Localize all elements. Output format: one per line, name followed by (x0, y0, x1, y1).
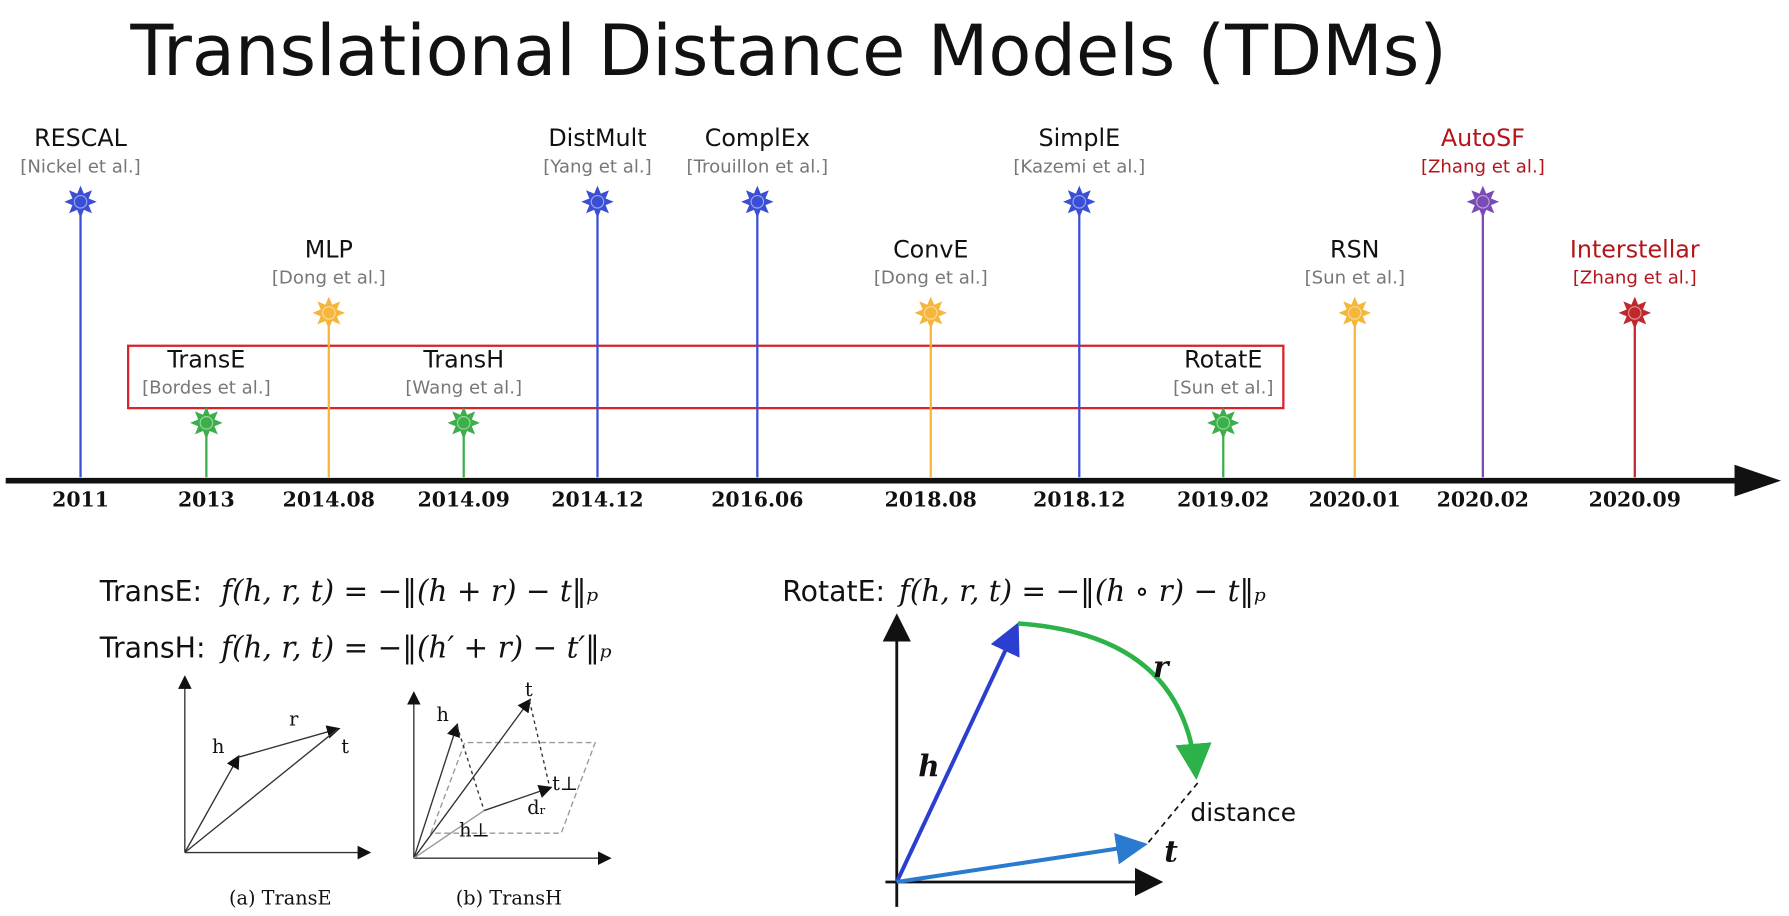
event-date: 2018.08 (885, 488, 977, 512)
event-date: 2011 (52, 488, 109, 512)
event-name: DistMult (548, 124, 646, 152)
formula-label: TransH: (99, 632, 206, 665)
event-name: SimplE (1038, 124, 1120, 152)
event-date: 2013 (178, 488, 235, 512)
event-date: 2020.01 (1309, 488, 1401, 512)
formula-label: TransE: (99, 575, 202, 608)
highlight-box (127, 344, 1285, 410)
event-star-core (1476, 194, 1490, 209)
label: distance (1190, 798, 1296, 827)
formula: f(h, r, t) = −‖(h ∘ r) − t‖ₚ (897, 574, 1266, 608)
event-citation: [Sun et al.] (1173, 377, 1273, 398)
event-date: 2019.02 (1177, 488, 1269, 512)
event-citation: [Zhang et al.] (1421, 156, 1545, 177)
event-date: 2020.09 (1589, 488, 1681, 512)
event-citation: [Nickel et al.] (20, 156, 140, 177)
event-citation: [Bordes et al.] (142, 377, 271, 398)
event-star-core (456, 416, 471, 430)
event-star-core (1072, 194, 1087, 209)
label: t (341, 735, 349, 758)
formula: f(h, r, t) = −‖(h′ + r) − t′‖ₚ (219, 631, 612, 665)
event-citation: [Sun et al.] (1305, 267, 1405, 288)
event-name: RotatE (1184, 345, 1262, 373)
event-date: 2020.02 (1437, 488, 1529, 512)
event-star-core (1627, 306, 1642, 320)
label: r (1153, 649, 1171, 684)
event-name: RESCAL (34, 124, 128, 152)
event-name: AutoSF (1441, 124, 1525, 152)
event-star-core (322, 306, 336, 320)
label: h (212, 735, 224, 758)
event-name: ComplEx (705, 124, 810, 152)
transe-diagram: h r t (a) TransE (178, 675, 372, 910)
event-date: 2014.12 (551, 488, 643, 512)
event-star-core (923, 306, 938, 320)
event-citation: [Dong et al.] (272, 267, 386, 288)
formula: f(h, r, t) = −‖(h + r) − t‖ₚ (219, 574, 598, 608)
event-citation: [Zhang et al.] (1573, 267, 1697, 288)
event-star-core (1347, 306, 1362, 320)
event-citation: [Kazemi et al.] (1013, 156, 1145, 177)
label: dᵣ (527, 796, 546, 819)
event-date: 2014.08 (283, 488, 375, 512)
event-citation: [Dong et al.] (874, 267, 988, 288)
event-star-core (73, 194, 88, 209)
caption: (b) TransH (456, 887, 562, 910)
formulas: TransE: f(h, r, t) = −‖(h + r) − t‖ₚ Tra… (99, 574, 1266, 665)
event-name: MLP (305, 235, 353, 263)
label: t⊥ (552, 772, 578, 795)
axis-arrow (1734, 464, 1782, 497)
slide-title: Translational Distance Models (TDMs) (129, 10, 1446, 92)
event-name: TransE (166, 345, 245, 373)
label: r (289, 708, 299, 731)
event-name: ConvE (893, 235, 968, 263)
rotate-diagram: h r t distance (882, 613, 1296, 907)
event-citation: [Wang et al.] (405, 377, 522, 398)
event-citation: [Yang et al.] (543, 156, 652, 177)
event-star-core (590, 194, 605, 209)
event-date: 2014.09 (418, 488, 510, 512)
timeline: RESCAL [Nickel et al.] 2011 TransE [Bordes e… (5, 124, 1782, 512)
event-star-core (750, 194, 765, 209)
label: h (437, 703, 449, 726)
formula-label: RotatE: (782, 575, 885, 608)
event-name: Interstellar (1570, 235, 1700, 263)
event-citation: [Trouillon et al.] (687, 156, 829, 177)
caption: (a) TransE (229, 887, 332, 910)
event-name: RSN (1330, 235, 1379, 263)
label: t (525, 678, 533, 701)
label: t (1164, 834, 1178, 869)
transh-diagram: h t h⊥ t⊥ dᵣ (b) TransH (407, 678, 612, 910)
event-star-core (1216, 416, 1231, 430)
label: h⊥ (459, 819, 490, 842)
event-date: 2018.12 (1033, 488, 1125, 512)
event-name: TransH (422, 345, 504, 373)
event-star-core (199, 416, 214, 430)
event-date: 2016.06 (711, 488, 803, 512)
label: h (918, 749, 939, 784)
